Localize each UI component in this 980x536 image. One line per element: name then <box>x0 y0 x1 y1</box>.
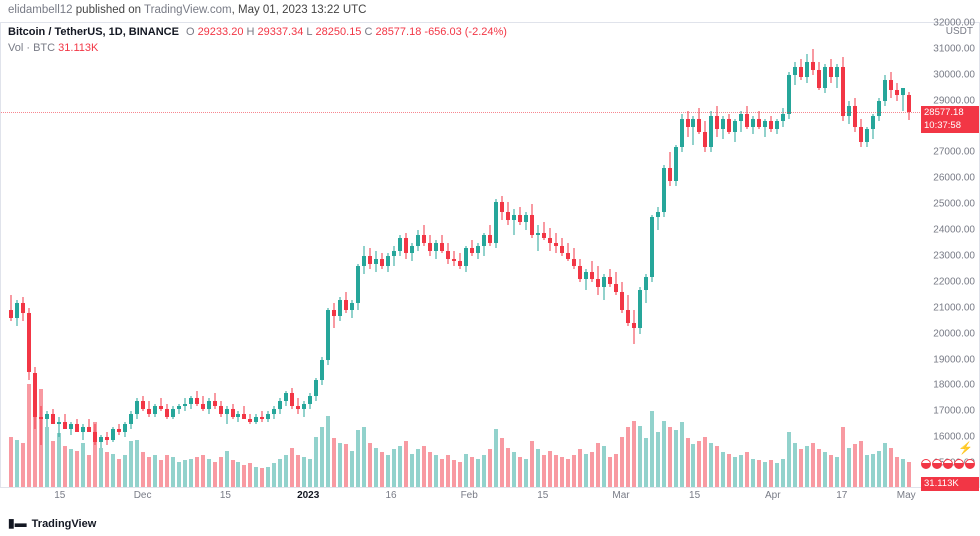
session-dots <box>921 459 975 469</box>
logo-icon: ▮▬ <box>8 516 27 530</box>
time-axis[interactable]: 15 Dec 15 2023 16 Feb 15 Mar 15 Apr 17 May <box>0 490 920 506</box>
x-tick-label: May <box>897 490 916 501</box>
x-tick-label: 15 <box>220 490 231 501</box>
price-axis[interactable]: USDT 15000.0016000.0017000.0018000.00190… <box>920 22 980 488</box>
chart-area[interactable] <box>0 22 920 488</box>
y-tick-label: 32000.00 <box>933 18 975 29</box>
publisher-user: elidambell12 <box>8 4 73 16</box>
y-tick-label: 20000.00 <box>933 328 975 339</box>
x-tick-label: 15 <box>537 490 548 501</box>
y-tick-label: 31000.00 <box>933 43 975 54</box>
flash-icon[interactable]: ⚡ <box>958 441 973 455</box>
y-tick-label: 22000.00 <box>933 276 975 287</box>
y-tick-label: 18000.00 <box>933 380 975 391</box>
x-tick-label: Feb <box>461 490 478 501</box>
x-tick-label: Mar <box>612 490 629 501</box>
x-tick-label: Dec <box>134 490 152 501</box>
y-tick-label: 17000.00 <box>933 406 975 417</box>
y-tick-label: 27000.00 <box>933 147 975 158</box>
publisher-site: TradingView.com <box>144 4 232 16</box>
x-tick-label: 15 <box>689 490 700 501</box>
y-tick-label: 25000.00 <box>933 199 975 210</box>
y-tick-label: 30000.00 <box>933 69 975 80</box>
y-tick-label: 29000.00 <box>933 95 975 106</box>
current-price-line <box>1 112 920 113</box>
y-tick-label: 19000.00 <box>933 354 975 365</box>
volume-badge: 31.113K <box>921 477 979 491</box>
x-tick-label: 17 <box>836 490 847 501</box>
y-tick-label: 23000.00 <box>933 251 975 262</box>
x-tick-label: 15 <box>54 490 65 501</box>
volume-legend: Vol · BTC 31.113K <box>8 42 98 54</box>
y-tick-label: 24000.00 <box>933 225 975 236</box>
x-tick-label: 2023 <box>297 490 319 501</box>
x-tick-label: Apr <box>765 490 781 501</box>
symbol-name[interactable]: Bitcoin / TetherUS, 1D, BINANCE <box>8 26 179 38</box>
countdown-badge: 10:37:58 <box>921 119 979 133</box>
tradingview-logo[interactable]: ▮▬ TradingView <box>8 516 96 530</box>
y-tick-label: 21000.00 <box>933 302 975 313</box>
publish-info: elidambell12 published on TradingView.co… <box>8 4 366 16</box>
ohlc-legend: Bitcoin / TetherUS, 1D, BINANCE O29233.2… <box>8 26 507 38</box>
x-tick-label: 16 <box>385 490 396 501</box>
last-price-badge: 28577.18 <box>921 106 979 120</box>
y-tick-label: 26000.00 <box>933 173 975 184</box>
